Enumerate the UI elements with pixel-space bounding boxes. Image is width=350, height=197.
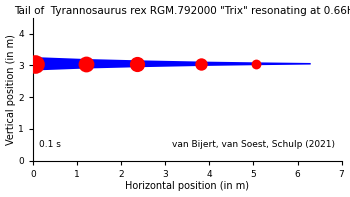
Text: van Bijert, van Soest, Schulp (2021): van Bijert, van Soest, Schulp (2021) <box>173 140 335 149</box>
Polygon shape <box>256 62 311 65</box>
Y-axis label: Vertical position (in m): Vertical position (in m) <box>6 34 15 145</box>
Polygon shape <box>201 61 256 66</box>
Title: Tail of  Tyrannosaurus rex RGM.792000 "Trix" resonating at 0.66Hz: Tail of Tyrannosaurus rex RGM.792000 "Tr… <box>14 6 350 16</box>
Point <box>134 62 139 65</box>
Polygon shape <box>35 57 86 71</box>
Point <box>253 62 258 65</box>
Point <box>198 62 203 65</box>
Point <box>83 62 89 65</box>
Polygon shape <box>86 59 136 69</box>
Text: 0.1 s: 0.1 s <box>39 140 61 149</box>
X-axis label: Horizontal position (in m): Horizontal position (in m) <box>125 181 249 191</box>
Point <box>33 62 38 65</box>
Polygon shape <box>136 60 201 67</box>
